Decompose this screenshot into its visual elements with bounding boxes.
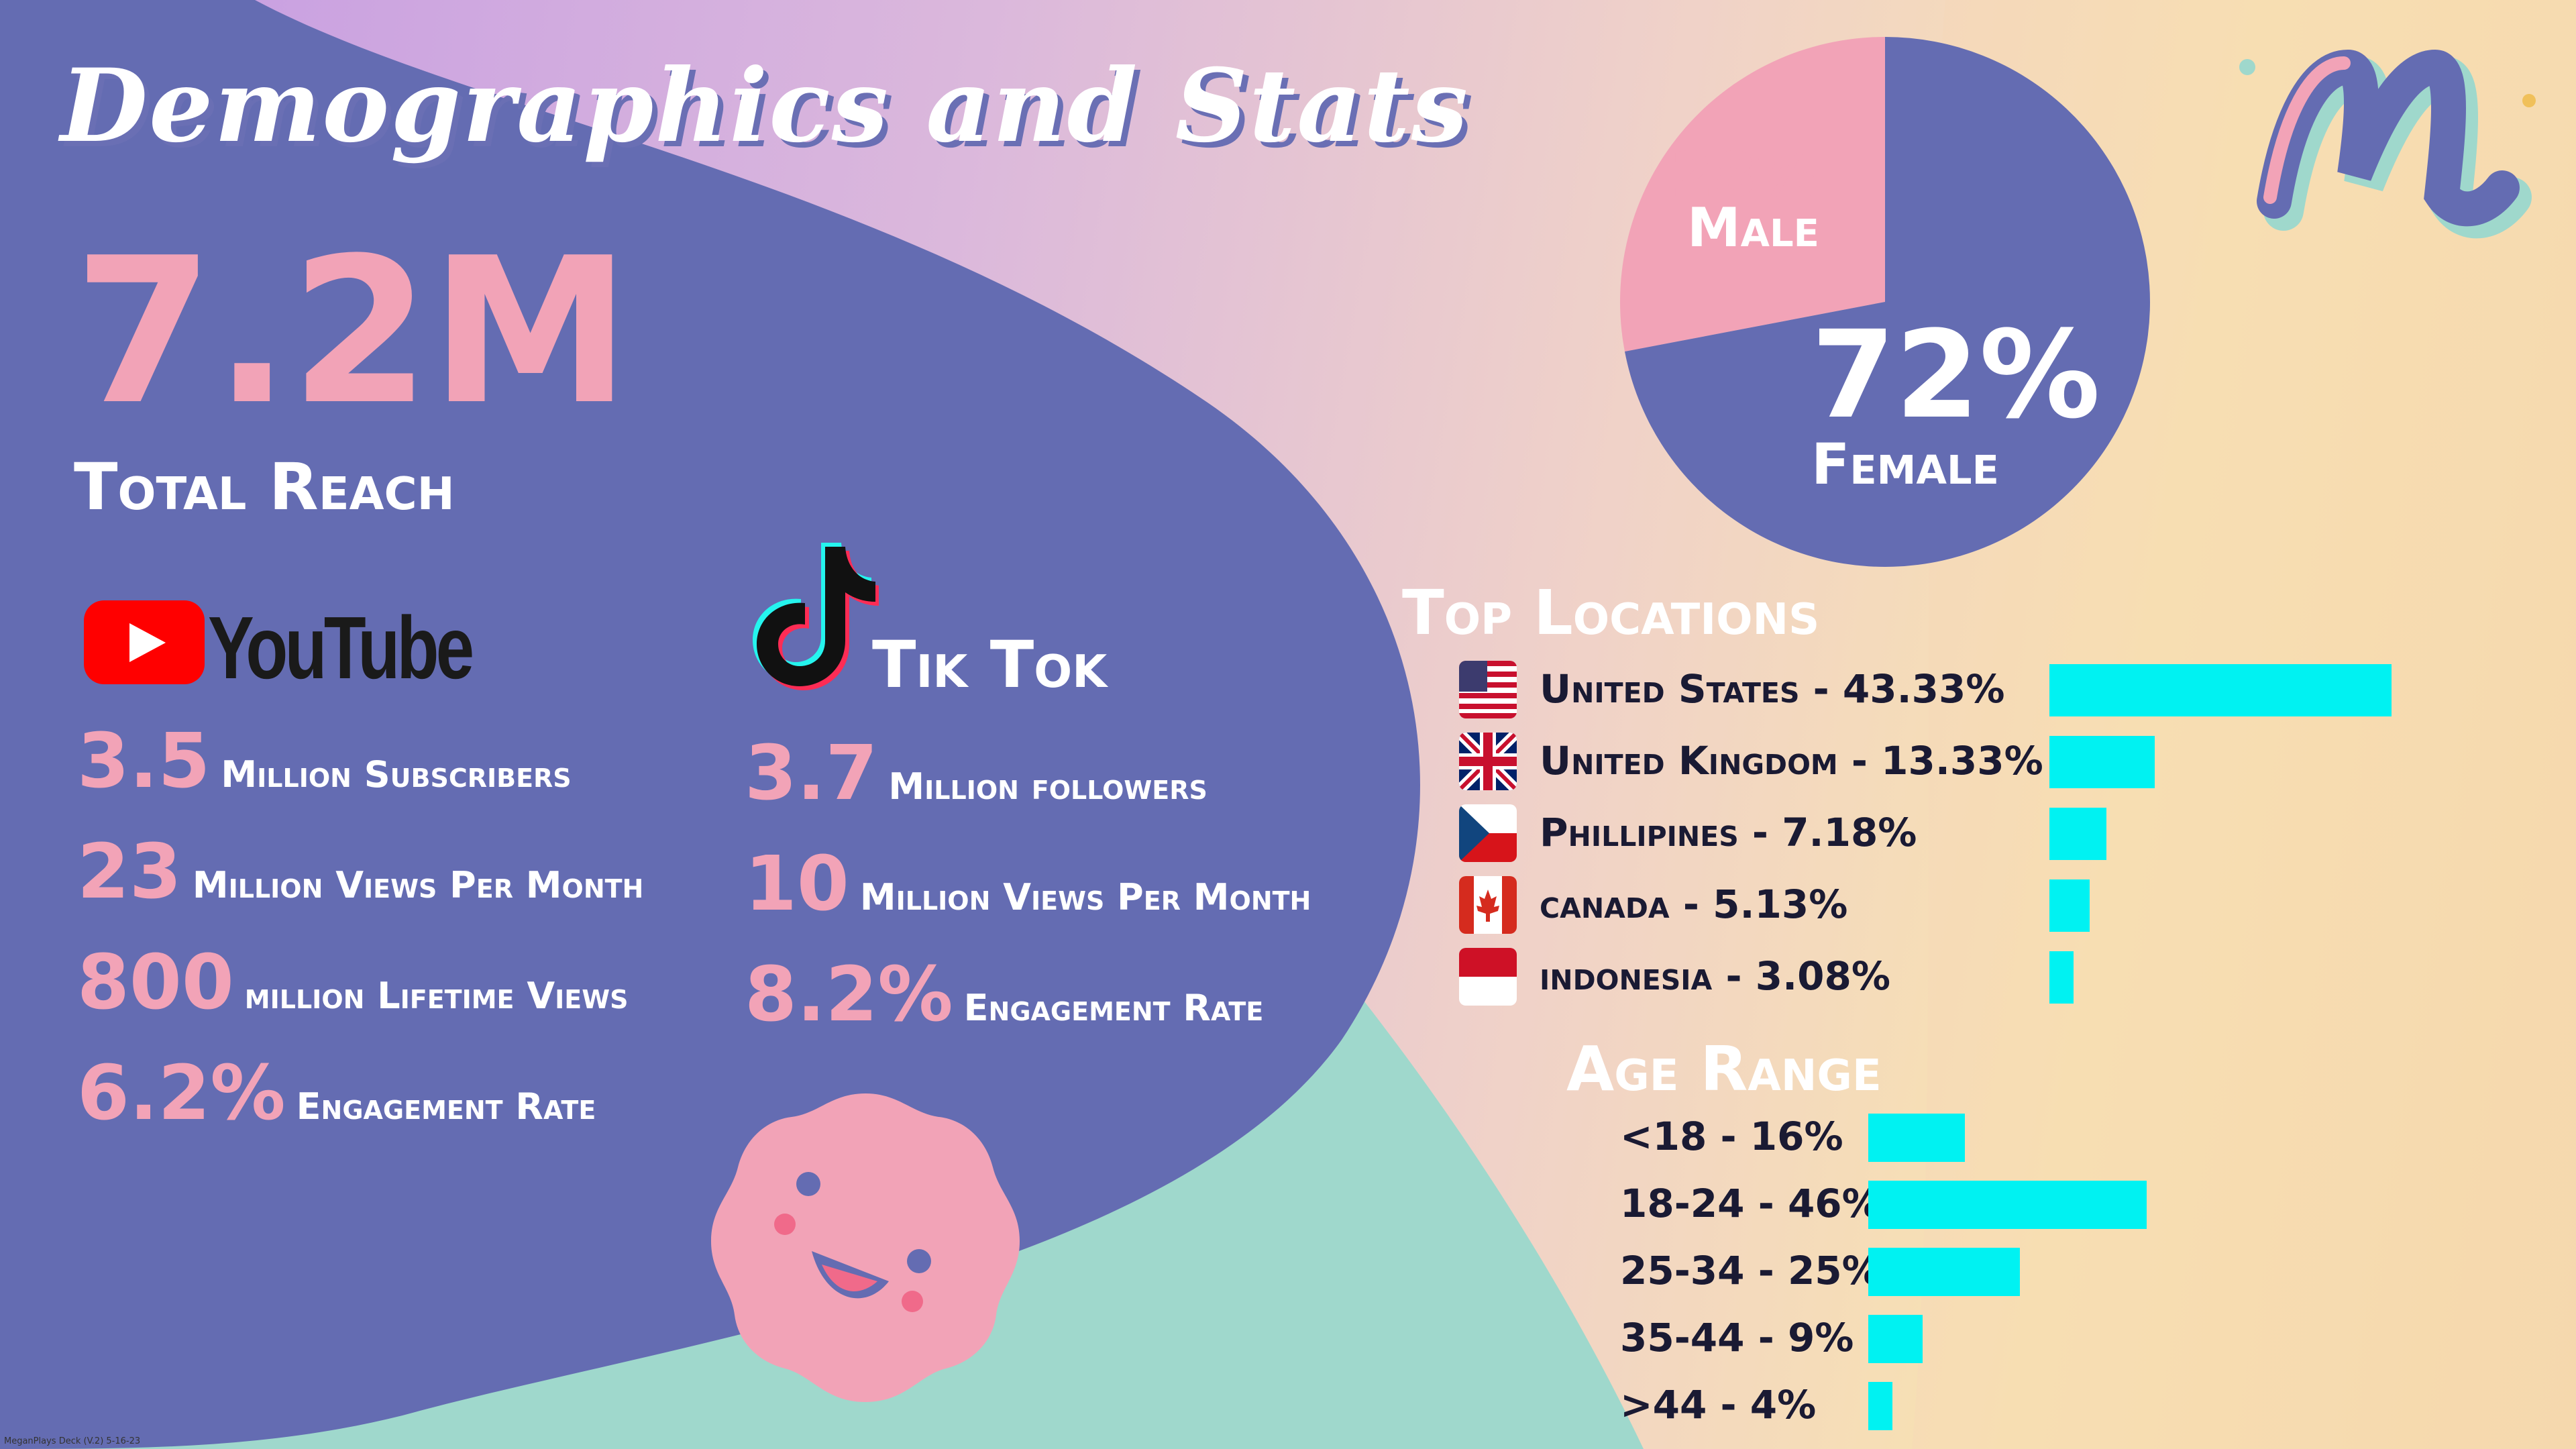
- footer-version-text: MeganPlays Deck (V.2) 5-16-23: [4, 1436, 141, 1446]
- youtube-stat: 800 million Lifetime Views: [77, 939, 629, 1026]
- stat-label: Engagement Rate: [296, 1085, 596, 1128]
- male-label: Male: [1687, 197, 1819, 259]
- page-title: Demographics and Stats: [60, 47, 1470, 165]
- tiktok-wordmark: Tik Tok: [872, 627, 1108, 702]
- youtube-logo-icon: [84, 600, 205, 684]
- czech-flag-icon: [1459, 804, 1517, 862]
- stat-number: 23: [77, 828, 182, 916]
- female-label: Female: [1811, 431, 1999, 497]
- location-label: indonesia - 3.08%: [1540, 953, 1890, 999]
- stat-number: 6.2%: [77, 1050, 286, 1137]
- bar-united-states: [2049, 664, 2392, 716]
- bar-united-kingdom: [2049, 736, 2155, 788]
- location-label: Phillipines - 7.18%: [1540, 810, 1917, 855]
- stat-number: 3.7: [745, 730, 878, 817]
- female-percent-label: 72%: [1811, 305, 2100, 445]
- stat-number: 800: [77, 939, 234, 1026]
- tiktok-logo-icon: [753, 543, 879, 690]
- stat-label: Million Views Per Month: [192, 864, 644, 906]
- stat-label: million Lifetime Views: [244, 975, 629, 1017]
- bar-25-34: [1868, 1248, 2020, 1296]
- age-label: >44 - 4%: [1620, 1382, 1817, 1428]
- bar-canada: [2049, 879, 2090, 932]
- age-label: 35-44 - 9%: [1620, 1315, 1854, 1360]
- pie-slice-female: [1624, 37, 2150, 567]
- gender-pie-chart: [1620, 37, 2150, 567]
- male-percent-label: 28%: [1670, 139, 1819, 211]
- location-label: United States - 43.33%: [1540, 666, 2005, 712]
- top-locations-title: Top Locations: [1402, 577, 1820, 649]
- uk-flag-icon: [1459, 733, 1517, 790]
- pie-slice-male: [1620, 37, 1885, 352]
- bar-phillipines: [2049, 808, 2106, 860]
- purple-blob: [0, 0, 1420, 1449]
- location-bars: [2049, 664, 2519, 1004]
- indonesia-flag-icon: [1459, 948, 1517, 1006]
- total-reach-value: 7.2M: [74, 215, 631, 449]
- youtube-wordmark: YouTube: [208, 598, 474, 697]
- age-bars: [1868, 1114, 2271, 1436]
- stat-label: Million followers: [888, 765, 1208, 808]
- age-range-title: Age Range: [1566, 1033, 1882, 1105]
- location-label: United Kingdom - 13.33%: [1540, 738, 2043, 784]
- stat-number: 3.5: [77, 718, 211, 805]
- bar--44: [1868, 1382, 1893, 1430]
- youtube-stat: 3.5 Million Subscribers: [77, 718, 572, 805]
- stat-label: Engagement Rate: [963, 987, 1264, 1029]
- total-reach-label: Total Reach: [74, 449, 455, 525]
- tiktok-stat: 10 Million Views Per Month: [745, 841, 1311, 928]
- stat-number: 10: [745, 841, 849, 928]
- age-label: 25-34 - 25%: [1620, 1248, 1881, 1293]
- youtube-stat: 6.2% Engagement Rate: [77, 1050, 596, 1137]
- tiktok-stat: 8.2% Engagement Rate: [745, 951, 1263, 1038]
- stat-number: 8.2%: [745, 951, 953, 1038]
- age-label: <18 - 16%: [1620, 1114, 1843, 1159]
- stat-label: Million Subscribers: [221, 753, 572, 796]
- mascot-cookie-icon: [711, 1093, 1020, 1402]
- us-flag-icon: [1459, 661, 1517, 718]
- location-label: canada - 5.13%: [1540, 881, 1848, 927]
- age-label: 18-24 - 46%: [1620, 1181, 1881, 1226]
- stat-label: Million Views Per Month: [859, 876, 1311, 918]
- youtube-stat: 23 Million Views Per Month: [77, 828, 643, 916]
- canada-flag-icon: [1459, 876, 1517, 934]
- bar-indonesia: [2049, 951, 2074, 1004]
- bar-35-44: [1868, 1315, 1923, 1363]
- tiktok-stat: 3.7 Million followers: [745, 730, 1208, 817]
- bar--18: [1868, 1114, 1966, 1162]
- bar-18-24: [1868, 1181, 2147, 1229]
- meganplays-logo-icon: [2239, 49, 2536, 239]
